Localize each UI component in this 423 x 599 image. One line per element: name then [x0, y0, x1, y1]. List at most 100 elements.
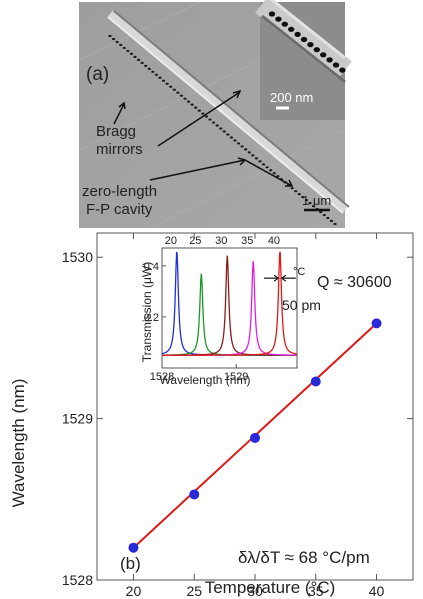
bragg-hole: [215, 124, 219, 127]
bragg-hole: [208, 118, 212, 121]
bragg-hole: [244, 148, 248, 151]
bragg-hole: [111, 37, 116, 41]
bragg-hole: [301, 196, 305, 199]
x-tick-label: 40: [369, 583, 385, 599]
inset-peak-label: 25: [189, 235, 201, 247]
bragg-hole: [140, 61, 144, 64]
bragg-hole: [333, 222, 337, 226]
bragg-hole: [122, 46, 126, 50]
fwhm-arrowhead-left: [273, 274, 280, 282]
inset-x-tick-label: 1528: [150, 371, 174, 383]
wavelength-vs-temperature-chart: 20 25 30 35 40 1528 1529 1530 1528 1529 0.2 0.4 20…: [0, 228, 423, 599]
bragg-hole: [236, 142, 241, 145]
main-data-marks: [128, 318, 382, 553]
inset-hole: [294, 31, 301, 37]
inset-peak-label: 30: [215, 235, 227, 247]
bragg-hole: [151, 70, 155, 73]
x-axis-title: Temperature (°C): [205, 578, 336, 597]
bragg-hole: [258, 160, 262, 163]
inset-hole: [281, 21, 288, 27]
inset-hole: [320, 52, 327, 58]
bragg-label-line2: mirrors: [96, 141, 143, 158]
data-point: [250, 432, 260, 443]
bragg-hole: [204, 115, 209, 118]
bragg-hole: [201, 112, 205, 115]
bragg-hole: [251, 154, 255, 157]
bragg-hole: [311, 204, 316, 208]
bragg-hole: [254, 157, 259, 160]
bragg-hole: [240, 145, 244, 148]
inset-peak-label: 20: [165, 235, 177, 247]
bragg-hole: [297, 193, 301, 196]
inset-y-tick-label: 0.4: [144, 261, 159, 273]
bragg-hole: [294, 190, 298, 193]
bragg-hole: [226, 133, 230, 136]
inset-spectra: 20 25 30 35 40: [161, 235, 298, 356]
panel-a-label: (a): [86, 64, 109, 85]
bragg-hole: [179, 94, 184, 97]
bragg-hole: [194, 106, 198, 109]
inset-hole: [268, 11, 276, 17]
bragg-hole: [126, 49, 130, 53]
cavity-label-line1: zero-length: [82, 183, 157, 200]
y-axis-title: Wavelength (nm): [9, 379, 28, 508]
inset-peak-label: 40: [268, 235, 280, 247]
inset-hole-array: [268, 11, 346, 73]
y-tick-label: 1528: [62, 572, 93, 588]
bragg-hole: [322, 213, 326, 217]
q-factor-label: Q ≈ 30600: [317, 274, 392, 291]
bragg-hole: [176, 91, 180, 94]
x-tick-label: 20: [126, 583, 142, 599]
inset-temperature-unit: °C: [293, 266, 305, 278]
main-scalebar-label: 1 μm: [302, 193, 331, 208]
bragg-hole: [233, 139, 237, 142]
bragg-hole: [119, 43, 123, 47]
bragg-hole: [144, 64, 148, 67]
bragg-hole-array: [108, 34, 337, 226]
inset-fwhm-label: 50 pm: [282, 297, 321, 313]
inset-hole: [288, 26, 295, 32]
x-tick-label: 35: [308, 583, 324, 599]
inset-hole: [339, 67, 346, 73]
bragg-label-line1: Bragg: [96, 123, 136, 140]
inset-x-tick-label: 1529: [224, 371, 248, 383]
inset-hole: [300, 36, 308, 43]
bragg-hole: [133, 55, 137, 58]
x-tick-label: 25: [186, 583, 202, 599]
bragg-hole: [304, 199, 309, 202]
bragg-hole: [319, 210, 323, 214]
bragg-hole: [147, 67, 151, 70]
bragg-hole: [308, 202, 312, 205]
sem-image-panel: 200 nm (a) Bragg mirrors zero-length F-P…: [0, 0, 423, 230]
bragg-hole: [269, 169, 273, 172]
sem-inset: 200 nm: [255, 0, 352, 120]
bragg-hole: [136, 58, 141, 61]
main-axes: 20 25 30 35 40 1528 1529 1530: [62, 232, 414, 599]
cavity-label-line2: F-P cavity: [86, 201, 153, 218]
data-point: [371, 318, 382, 329]
data-point: [189, 489, 200, 500]
bragg-hole: [272, 172, 276, 175]
inset-y-axis-title: Transmission (μW): [140, 262, 154, 362]
inset-hole: [313, 47, 320, 53]
waveguide: [107, 10, 350, 214]
bragg-hole: [158, 76, 162, 79]
bragg-hole: [222, 130, 226, 133]
inset-y-tick-label: 0.2: [144, 312, 159, 324]
bragg-hole: [265, 166, 269, 169]
bragg-hole: [154, 73, 159, 76]
bragg-hole: [165, 82, 169, 85]
bragg-hole: [108, 34, 112, 38]
data-point: [310, 376, 321, 387]
bragg-hole: [197, 109, 201, 112]
inset-hole: [307, 42, 314, 48]
bragg-hole: [172, 88, 176, 91]
y-tick-label: 1530: [62, 249, 93, 265]
annotation-arrows: [113, 89, 294, 187]
fwhm-arrowhead-right: [280, 274, 287, 282]
bragg-hole: [161, 79, 166, 82]
inset-axes: 1528 1529 0.2 0.4: [144, 247, 298, 383]
x-tick-label: 30: [247, 583, 263, 599]
inset-peak-label: 35: [241, 235, 253, 247]
inset-hole: [275, 16, 282, 22]
